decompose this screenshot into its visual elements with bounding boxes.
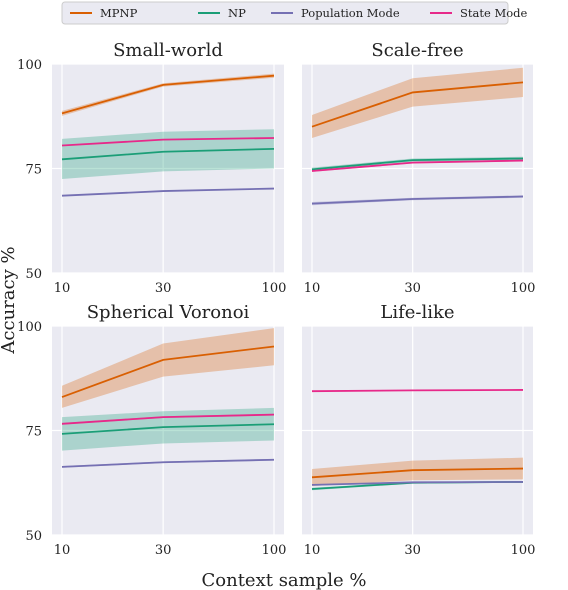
line-np	[61, 147, 275, 161]
x-tick-label: 100	[511, 281, 536, 296]
x-tick-label: 10	[54, 543, 71, 558]
y-tick-label: 100	[17, 58, 42, 73]
panel-title: Spherical Voronoi	[87, 302, 250, 323]
panel-small-world: Small-world 50 75 100 10 30 100	[17, 40, 286, 296]
y-axis-label: Accuracy %	[0, 246, 19, 354]
y-tick-label: 50	[25, 529, 42, 544]
panel-title: Scale-free	[371, 40, 463, 61]
line-population-mode	[61, 187, 275, 197]
panel-title: Small-world	[113, 40, 223, 61]
line-state-mode	[61, 413, 275, 425]
chart-panels: Small-world 50 75 100 10 30 100 Scale-free 10 30 1…	[17, 40, 535, 558]
panel-spherical-voronoi: Spherical Voronoi 50 75 100 10 30 100	[17, 302, 286, 558]
line-state-mode	[311, 389, 524, 393]
legend: MPNP NP Population Mode State Mode	[61, 1, 527, 25]
panel-scale-free: Scale-free 10 30 100	[302, 40, 535, 296]
x-tick-label: 30	[404, 281, 421, 296]
band-np	[62, 407, 274, 451]
band-mpnp	[312, 457, 523, 487]
y-tick-label: 100	[17, 320, 42, 335]
line-np	[311, 157, 524, 171]
panel-life-like: Life-like 10 30 100	[302, 302, 535, 558]
legend-label-np: NP	[228, 6, 246, 20]
line-mpnp	[311, 467, 524, 479]
line-state-mode	[311, 159, 524, 172]
line-np	[61, 423, 275, 435]
x-axis-label: Context sample %	[202, 570, 367, 590]
x-tick-label: 30	[155, 281, 172, 296]
x-tick-label: 10	[54, 281, 71, 296]
line-mpnp	[311, 81, 524, 128]
legend-label-state-mode: State Mode	[460, 6, 527, 20]
x-tick-label: 10	[304, 543, 321, 558]
line-state-mode	[61, 137, 275, 147]
x-tick-label: 30	[155, 543, 172, 558]
line-population-mode	[311, 195, 524, 205]
panel-title: Life-like	[380, 302, 454, 323]
y-tick-label: 75	[25, 425, 42, 440]
line-population-mode	[61, 458, 275, 468]
band-mpnp	[62, 328, 274, 408]
x-tick-label: 100	[262, 281, 287, 296]
band-mpnp	[312, 67, 523, 138]
x-tick-label: 30	[404, 543, 421, 558]
x-tick-label: 10	[304, 281, 321, 296]
line-mpnp	[61, 345, 275, 398]
legend-label-mpnp: MPNP	[100, 6, 138, 20]
line-mpnp	[61, 74, 275, 115]
line-population-mode	[311, 481, 524, 486]
y-tick-label: 75	[25, 163, 42, 178]
band-np	[312, 156, 523, 172]
x-tick-label: 100	[511, 543, 536, 558]
x-tick-label: 100	[262, 543, 287, 558]
y-tick-label: 50	[25, 267, 42, 282]
legend-label-population-mode: Population Mode	[301, 6, 400, 20]
